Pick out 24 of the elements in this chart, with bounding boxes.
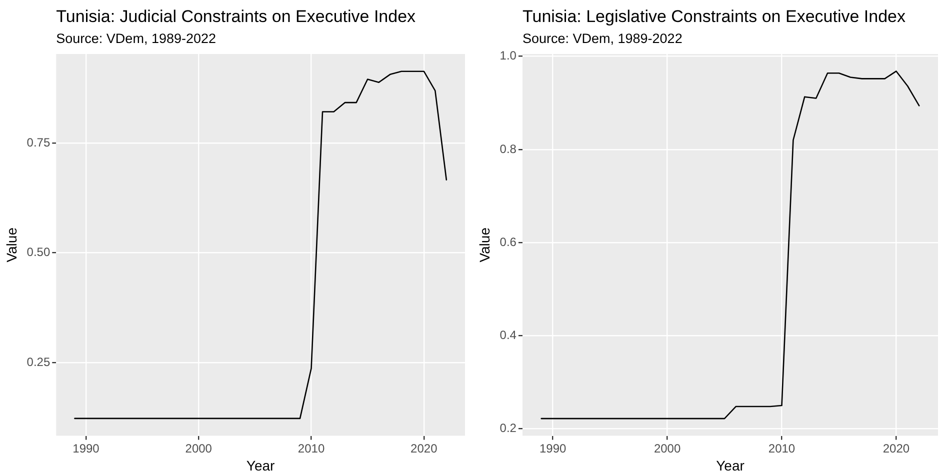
x-tick-label: 2000 — [185, 441, 212, 456]
chart-subtitle: Source: VDem, 1989-2022 — [56, 31, 216, 46]
y-axis-title: Value — [476, 227, 492, 262]
chart-subtitle: Source: VDem, 1989-2022 — [522, 31, 682, 46]
y-tick-label: 0.8 — [500, 142, 517, 156]
y-tick-label: 0.6 — [500, 234, 517, 249]
y-tick-label: 0.50 — [26, 245, 50, 260]
y-tick-label: 0.2 — [500, 421, 517, 436]
x-tick-label: 2000 — [654, 441, 681, 456]
x-axis-title: Year — [716, 457, 745, 474]
chart-title: Tunisia: Legislative Constraints on Executive Index — [522, 7, 906, 26]
y-tick-label: 0.25 — [26, 354, 50, 369]
y-tick-label: 0.4 — [500, 328, 517, 342]
y-tick-label: 1.0 — [500, 48, 517, 63]
y-tick-label: 0.75 — [26, 135, 50, 150]
x-tick-label: 2010 — [768, 441, 796, 456]
x-tick-label: 1990 — [72, 441, 100, 456]
x-tick-label: 2020 — [882, 441, 910, 456]
y-axis-title: Value — [3, 227, 20, 262]
x-tick-label: 1990 — [539, 441, 566, 456]
chart-title: Tunisia: Judicial Constraints on Executive Index — [56, 7, 416, 26]
x-tick-label: 2020 — [410, 441, 438, 456]
x-tick-label: 2010 — [298, 441, 325, 456]
x-axis-title: Year — [246, 457, 276, 474]
